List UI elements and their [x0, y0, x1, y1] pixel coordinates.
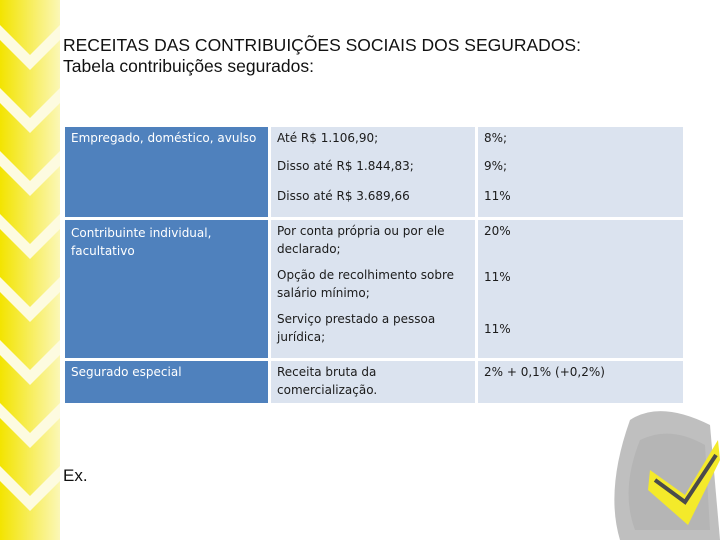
- rate-cell: 11%: [476, 264, 683, 308]
- condition-cell: Disso até R$ 1.844,83;: [269, 154, 478, 185]
- condition-cell: Opção de recolhimento sobre salário míni…: [269, 264, 478, 308]
- category-cell: Empregado, doméstico, avulso: [65, 127, 271, 219]
- rate-cell: 11%: [476, 308, 683, 360]
- rate-cell: 2% + 0,1% (+0,2%): [476, 358, 683, 403]
- slide-title: RECEITAS DAS CONTRIBUIÇÕES SOCIAIS DOS S…: [63, 35, 703, 77]
- table-row: Empregado, doméstico, avulso Até R$ 1.10…: [65, 127, 683, 219]
- rate-cell: 11%: [476, 184, 683, 219]
- condition-cell: Por conta própria ou por ele declarado;: [269, 217, 478, 264]
- rate-cell: 8%;: [476, 127, 683, 155]
- table-row: Disso até R$ 1.844,83; 9%;: [65, 154, 683, 185]
- example-label: Ex.: [63, 466, 88, 485]
- title-line-2: Tabela contribuições segurados:: [63, 56, 314, 76]
- table-row: Contribuinte individual, facultativo Por…: [65, 217, 683, 360]
- table-row: Opção de recolhimento sobre salário míni…: [65, 264, 683, 308]
- table-row: Segurado especial Receita bruta da comer…: [65, 358, 683, 403]
- table-row: Serviço prestado a pessoa jurídica; 11%: [65, 308, 683, 360]
- category-cell: Contribuinte individual, facultativo: [65, 217, 271, 360]
- condition-cell: Receita bruta da comercialização.: [269, 358, 478, 403]
- rate-cell: 9%;: [476, 154, 683, 185]
- title-line-1: RECEITAS DAS CONTRIBUIÇÕES SOCIAIS DOS S…: [63, 35, 581, 55]
- condition-cell: Serviço prestado a pessoa jurídica;: [269, 308, 478, 360]
- logo-icon: [614, 411, 720, 540]
- condition-cell: Até R$ 1.106,90;: [269, 127, 478, 155]
- chevron-stack-decoration: [0, 0, 60, 540]
- category-cell: Segurado especial: [65, 358, 271, 403]
- table-row: Disso até R$ 3.689,66 11%: [65, 184, 683, 219]
- contribution-table: Empregado, doméstico, avulso Até R$ 1.10…: [65, 127, 683, 403]
- rate-cell: 20%: [476, 217, 683, 264]
- condition-cell: Disso até R$ 3.689,66: [269, 184, 478, 219]
